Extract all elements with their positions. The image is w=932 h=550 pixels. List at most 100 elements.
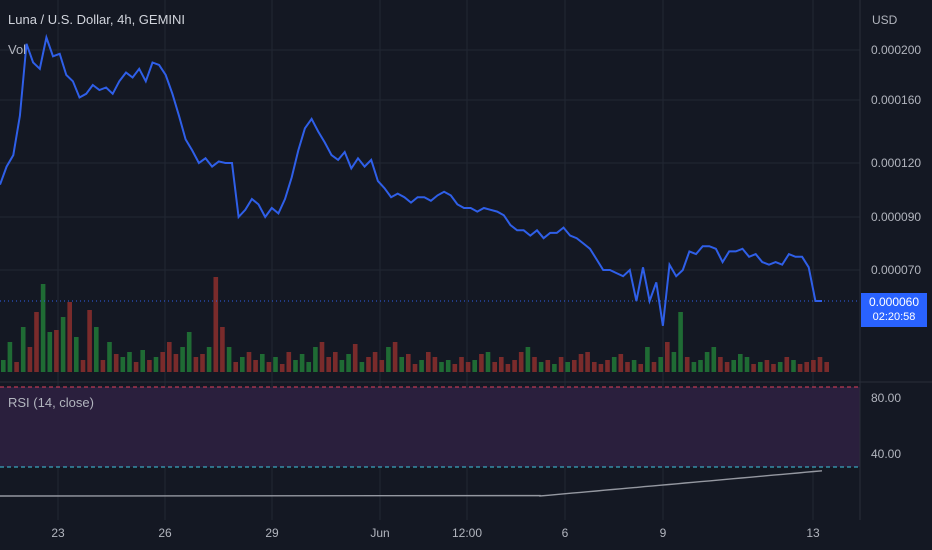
volume-bar: [406, 354, 411, 372]
price-axis[interactable]: 0.000200 0.000160 0.000120 0.000090 0.000070: [871, 43, 921, 277]
rsi-label: RSI (14, close): [8, 395, 94, 410]
volume-bar: [206, 347, 212, 372]
volume-bar: [426, 352, 431, 372]
bar-countdown: 02:20:58: [872, 311, 916, 323]
rsi-series-line: [0, 470, 823, 497]
volume-bar: [60, 317, 66, 372]
volume-bar: [127, 352, 132, 372]
volume-bar: [346, 354, 351, 372]
volume-bar: [54, 330, 59, 372]
volume-bar: [333, 352, 338, 372]
volume-bar: [379, 360, 385, 372]
volume-bar: [751, 364, 756, 372]
volume-bar: [293, 360, 298, 372]
volume-bar: [386, 347, 391, 372]
volume-bar: [186, 332, 192, 372]
volume-bar: [319, 342, 325, 372]
volume-bar: [352, 344, 358, 372]
volume-bar: [532, 357, 537, 372]
volume-bar: [512, 360, 517, 372]
volume-bar: [552, 364, 557, 372]
volume-bar: [572, 360, 577, 372]
volume-bar: [611, 357, 617, 372]
volume-bar: [439, 362, 444, 372]
volume-bar: [824, 362, 829, 372]
price-tick-label: 0.000200: [871, 43, 921, 57]
volume-bar: [94, 327, 99, 372]
volume-bar: [120, 357, 126, 372]
volume-bar: [592, 362, 597, 372]
volume-bar: [758, 362, 763, 372]
rsi-axis[interactable]: 80.00 40.00: [871, 391, 901, 461]
volume-bar: [167, 342, 172, 372]
volume-bar: [499, 357, 504, 372]
volume-bar: [399, 357, 404, 372]
volume-bar: [605, 360, 610, 372]
volume-bar: [147, 360, 152, 372]
time-tick-label: 9: [660, 526, 667, 540]
volume-bar: [472, 360, 477, 372]
volume-bar: [724, 362, 730, 372]
volume-bar: [492, 362, 497, 372]
price-tick-label: 0.000090: [871, 210, 921, 224]
volume-bar: [678, 312, 683, 372]
volume-bar: [153, 357, 159, 372]
volume-bar: [100, 360, 106, 372]
volume-bar: [107, 342, 112, 372]
volume-bar: [80, 360, 86, 372]
volume-bar: [791, 360, 796, 372]
last-price-value: 0.000060: [868, 295, 920, 309]
volume-bar: [432, 357, 438, 372]
volume-bar: [1, 360, 6, 372]
volume-bar: [744, 357, 750, 372]
volume-bar: [691, 362, 697, 372]
volume-bar: [698, 360, 703, 372]
volume-bar: [220, 327, 225, 372]
volume-bar: [87, 310, 92, 372]
volume-bar: [27, 347, 33, 372]
volume-bar: [200, 354, 205, 372]
volume-bar: [684, 357, 690, 372]
volume-bar: [253, 360, 258, 372]
volume-bar: [784, 357, 790, 372]
volume-bar: [465, 362, 471, 372]
volume-bar: [233, 362, 238, 372]
volume-bar: [711, 347, 717, 372]
price-tick-label: 0.000120: [871, 156, 921, 170]
price-series-line: [0, 33, 822, 326]
volume-bar: [731, 360, 736, 372]
symbol-title: Luna / U.S. Dollar, 4h, GEMINI: [8, 12, 186, 27]
volume-bar: [286, 352, 292, 372]
time-tick-label: Jun: [370, 526, 389, 540]
volume-bar: [771, 364, 776, 372]
volume-bar: [326, 357, 331, 372]
volume-bar: [638, 364, 643, 372]
volume-bar: [392, 342, 398, 372]
volume-bar: [273, 357, 278, 372]
rsi-tick-label: 80.00: [871, 391, 901, 405]
volume-bar: [412, 364, 418, 372]
volume-bar: [67, 302, 72, 372]
volume-bar: [505, 364, 511, 372]
volume-label: Vol: [8, 42, 27, 57]
time-tick-label: 23: [51, 526, 65, 540]
volume-bar: [777, 362, 783, 372]
volume-bar: [7, 342, 13, 372]
volume-bar: [704, 352, 710, 372]
volume-bar: [545, 360, 551, 372]
price-tick-label: 0.000070: [871, 263, 921, 277]
volume-bar: [671, 352, 677, 372]
rsi-tick-label: 40.00: [871, 447, 901, 461]
volume-bar: [226, 347, 232, 372]
time-axis[interactable]: 23 26 29 Jun 12:00 6 9 13: [51, 526, 820, 540]
volume-bar: [618, 354, 624, 372]
volume-bar: [479, 354, 484, 372]
time-tick-label: 26: [158, 526, 172, 540]
volume-bar: [173, 354, 179, 372]
volume-bar: [260, 354, 265, 372]
volume-bar: [738, 354, 743, 372]
volume-bar: [565, 362, 570, 372]
volume-bar: [718, 357, 723, 372]
volume-bar: [764, 360, 770, 372]
